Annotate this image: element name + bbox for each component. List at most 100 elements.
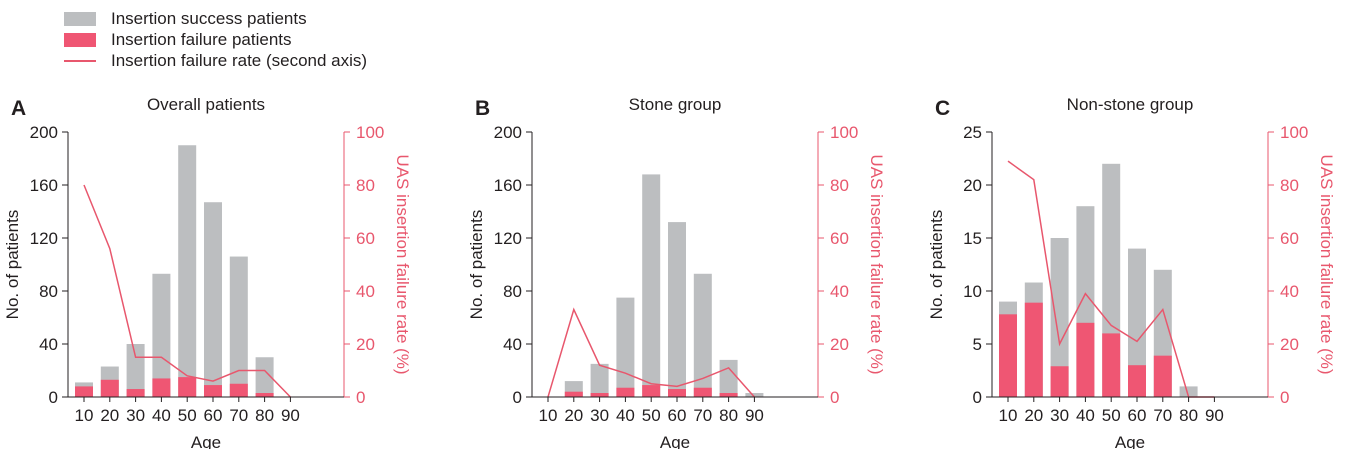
chart-legend: Insertion success patients Insertion fai…: [64, 8, 367, 71]
bar-failure-A-80: [255, 393, 274, 397]
left-axis-label-C: No. of patients: [927, 210, 946, 320]
legend-item-success: Insertion success patients: [64, 8, 367, 29]
x-tick-label-A-30: 30: [126, 406, 145, 425]
left-tick-label-B-80: 80: [503, 282, 522, 301]
x-tick-label-B-70: 70: [693, 406, 712, 425]
right-tick-label-C-40: 40: [1280, 282, 1299, 301]
bar-failure-A-10: [75, 386, 93, 397]
x-axis-label-C: Age: [1115, 433, 1145, 449]
right-tick-label-A-60: 60: [356, 229, 375, 248]
rate-line-A: [83, 184, 291, 398]
panel-label-C: C: [935, 97, 950, 120]
bar-failure-B-30: [590, 393, 609, 397]
bar-failure-C-20: [1024, 302, 1043, 397]
left-tick-label-B-0: 0: [513, 388, 522, 407]
right-tick-label-A-40: 40: [356, 282, 375, 301]
bar-success-B-70: [693, 273, 712, 397]
x-tick-label-A-40: 40: [152, 406, 171, 425]
x-tick-label-C-50: 50: [1102, 406, 1121, 425]
left-axis-label-B: No. of patients: [467, 210, 486, 320]
right-tick-label-B-60: 60: [830, 229, 849, 248]
right-tick-label-C-0: 0: [1280, 388, 1289, 407]
x-tick-label-C-20: 20: [1024, 406, 1043, 425]
right-tick-label-A-100: 100: [356, 123, 384, 142]
x-tick-label-C-40: 40: [1076, 406, 1095, 425]
bar-success-B-90: [745, 393, 764, 397]
bar-success-B-80: [719, 359, 738, 397]
bar-success-B-50: [642, 174, 661, 397]
left-tick-label-A-120: 120: [30, 229, 58, 248]
bar-success-A-60: [204, 202, 222, 397]
chart-title-B: Stone group: [629, 95, 722, 114]
right-tick-label-B-20: 20: [830, 335, 849, 354]
left-tick-label-A-160: 160: [30, 176, 58, 195]
bar-failure-C-30: [1050, 366, 1069, 397]
bar-success-B-60: [668, 222, 686, 397]
bar-failure-B-40: [616, 387, 635, 397]
bar-failure-A-50: [178, 377, 197, 397]
left-tick-label-B-200: 200: [494, 123, 522, 142]
x-tick-label-A-50: 50: [178, 406, 197, 425]
right-tick-label-C-80: 80: [1280, 176, 1299, 195]
left-tick-label-B-40: 40: [503, 335, 522, 354]
legend-swatch-success: [64, 11, 96, 26]
bar-success-A-40: [152, 273, 171, 397]
left-tick-label-C-5: 5: [973, 335, 982, 354]
x-tick-label-C-70: 70: [1153, 406, 1172, 425]
left-tick-label-C-10: 10: [963, 282, 982, 301]
bar-failure-C-50: [1102, 333, 1121, 397]
legend-label-rate: Insertion failure rate (second axis): [111, 50, 368, 70]
bar-failure-B-50: [642, 385, 661, 397]
bar-failure-C-40: [1076, 322, 1095, 397]
right-tick-label-C-20: 20: [1280, 335, 1299, 354]
left-tick-label-B-160: 160: [494, 176, 522, 195]
bar-success-A-80: [255, 357, 274, 397]
x-tick-label-A-20: 20: [100, 406, 119, 425]
x-axis-label-B: Age: [660, 433, 690, 449]
left-tick-label-A-80: 80: [39, 282, 58, 301]
legend-item-rate: Insertion failure rate (second axis): [64, 50, 367, 71]
left-tick-label-C-20: 20: [963, 176, 982, 195]
rate-line-C: [1007, 160, 1215, 398]
left-tick-label-B-120: 120: [494, 229, 522, 248]
panel-label-A: A: [11, 97, 26, 120]
x-tick-label-C-90: 90: [1205, 406, 1224, 425]
x-tick-label-A-90: 90: [281, 406, 300, 425]
legend-swatch-failure: [64, 32, 96, 47]
x-tick-label-A-80: 80: [255, 406, 274, 425]
legend-line-rate: [64, 59, 96, 62]
bar-success-C-60: [1128, 248, 1146, 397]
right-tick-label-B-0: 0: [830, 388, 839, 407]
legend-label-failure: Insertion failure patients: [111, 29, 292, 49]
x-tick-label-A-60: 60: [204, 406, 223, 425]
x-tick-label-C-80: 80: [1179, 406, 1198, 425]
legend-label-success: Insertion success patients: [111, 8, 307, 28]
bar-failure-C-60: [1128, 365, 1146, 397]
bar-success-B-30: [590, 363, 609, 397]
bar-success-B-40: [616, 297, 635, 397]
x-tick-label-C-30: 30: [1050, 406, 1069, 425]
panel-label-B: B: [475, 97, 490, 120]
bar-failure-A-70: [229, 383, 248, 397]
bar-failure-B-70: [693, 387, 712, 397]
right-tick-label-B-40: 40: [830, 282, 849, 301]
bar-failure-B-60: [668, 389, 686, 397]
left-tick-label-C-15: 15: [963, 229, 982, 248]
bar-failure-A-60: [204, 385, 222, 397]
bar-success-C-30: [1050, 238, 1069, 397]
bar-failure-A-30: [126, 389, 145, 397]
right-tick-label-C-100: 100: [1280, 123, 1308, 142]
x-tick-label-A-70: 70: [229, 406, 248, 425]
x-tick-label-B-30: 30: [590, 406, 609, 425]
x-tick-label-A-10: 10: [75, 406, 94, 425]
x-tick-label-B-10: 10: [539, 406, 558, 425]
bar-success-A-50: [178, 145, 197, 397]
left-tick-label-A-200: 200: [30, 123, 58, 142]
x-tick-label-B-40: 40: [616, 406, 635, 425]
x-tick-label-B-90: 90: [745, 406, 764, 425]
right-tick-label-A-0: 0: [356, 388, 365, 407]
x-tick-label-B-20: 20: [564, 406, 583, 425]
bar-failure-C-70: [1153, 355, 1172, 397]
left-tick-label-C-25: 25: [963, 123, 982, 142]
right-axis-label-A: UAS insertion failure rate (%): [393, 154, 412, 374]
